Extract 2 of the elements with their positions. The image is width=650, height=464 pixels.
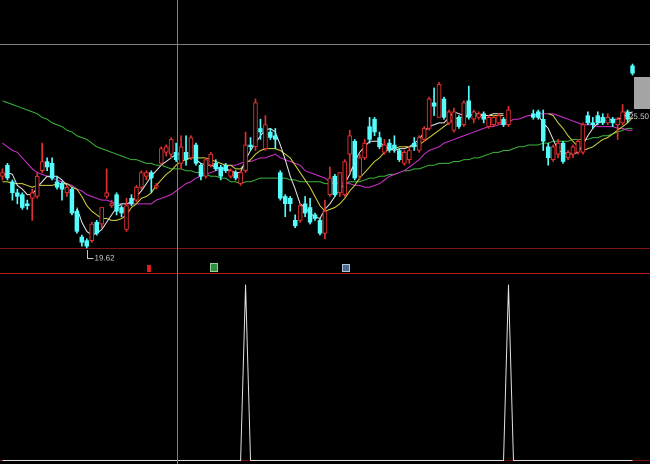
candlestick <box>258 118 263 140</box>
text: 19.62 <box>94 254 116 263</box>
